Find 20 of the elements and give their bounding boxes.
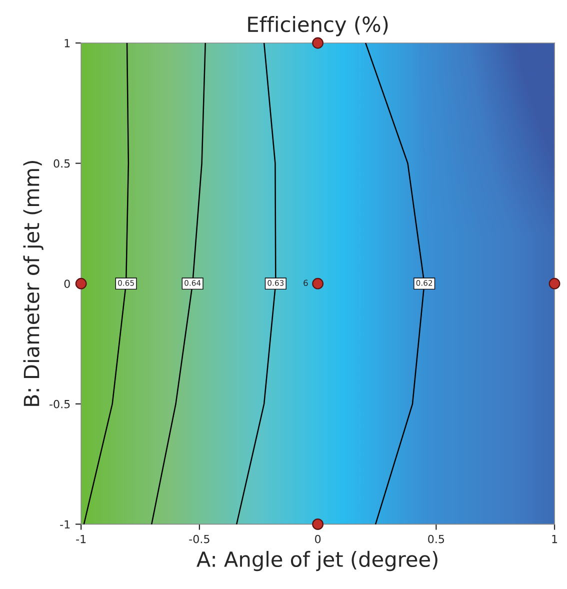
- y-axis-title: B: Diameter of jet (mm): [23, 161, 44, 406]
- y-tick-label: -1: [60, 520, 70, 528]
- chart-title: Efficiency (%): [248, 16, 388, 36]
- point: [548, 278, 560, 290]
- y-tick-label: -0.5: [50, 400, 70, 408]
- x-tick-label: 1: [552, 534, 558, 544]
- y-tick-label: 1: [64, 39, 70, 48]
- x-tick-label: 0.5: [428, 534, 444, 544]
- y-tick-label: 0: [64, 280, 70, 288]
- point: [312, 278, 324, 290]
- x-axis-title: A: Angle of jet (degree): [196, 550, 438, 572]
- point: [312, 37, 324, 49]
- x-tick-label: 0: [315, 534, 321, 544]
- point: [312, 518, 324, 530]
- x-tick-label: -0.5: [189, 534, 210, 544]
- y-tick-label: 0.5: [54, 159, 70, 168]
- point: [75, 278, 87, 290]
- annotation: 6: [304, 280, 308, 286]
- line-series: [151, 42, 206, 524]
- x-tick-label: -1: [76, 534, 86, 544]
